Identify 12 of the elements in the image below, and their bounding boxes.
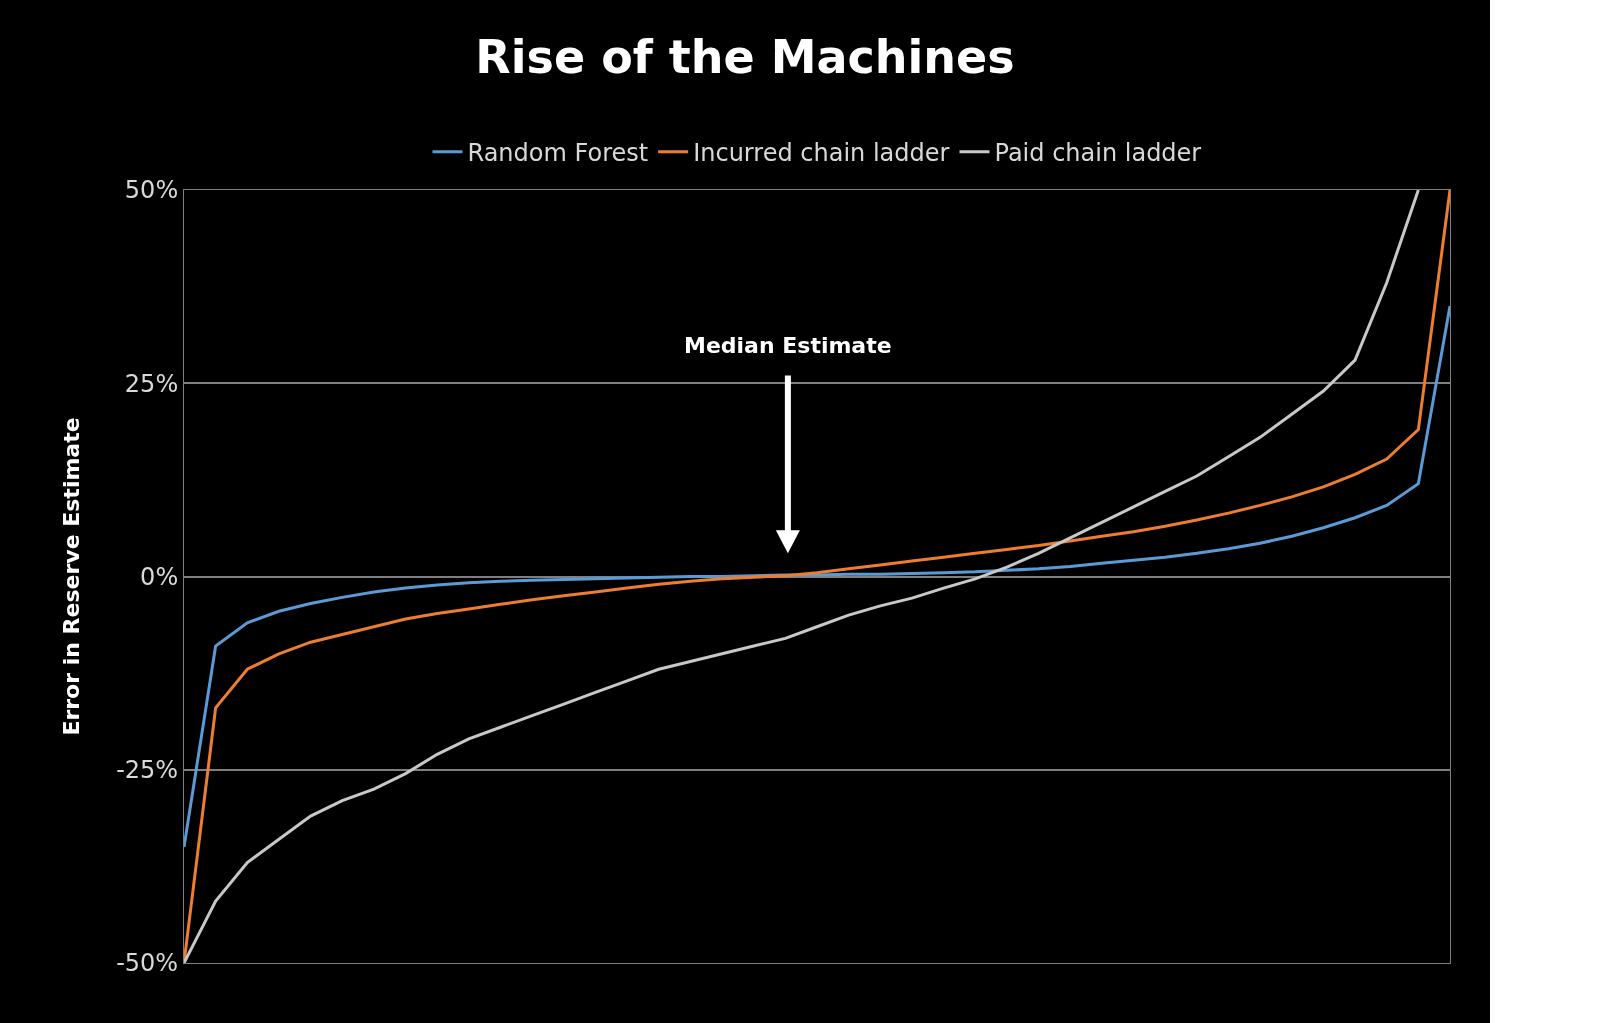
- y-tick-label: -25%: [116, 756, 179, 785]
- line-series: [184, 304, 1450, 849]
- y-axis-title: Error in Reserve Estimate: [58, 417, 84, 736]
- y-tick-label: -50%: [116, 949, 179, 978]
- legend-label: Random Forest: [467, 139, 649, 167]
- legend-label: Paid chain ladder: [994, 139, 1202, 167]
- chart-title: Rise of the Machines: [475, 30, 1015, 85]
- y-tick-label: 50%: [124, 176, 179, 205]
- annotation: Median Estimate: [684, 333, 892, 358]
- legend-label: Incurred chain ladder: [693, 139, 950, 167]
- y-tick-label: 25%: [124, 369, 179, 398]
- y-tick-label: 0%: [140, 562, 179, 591]
